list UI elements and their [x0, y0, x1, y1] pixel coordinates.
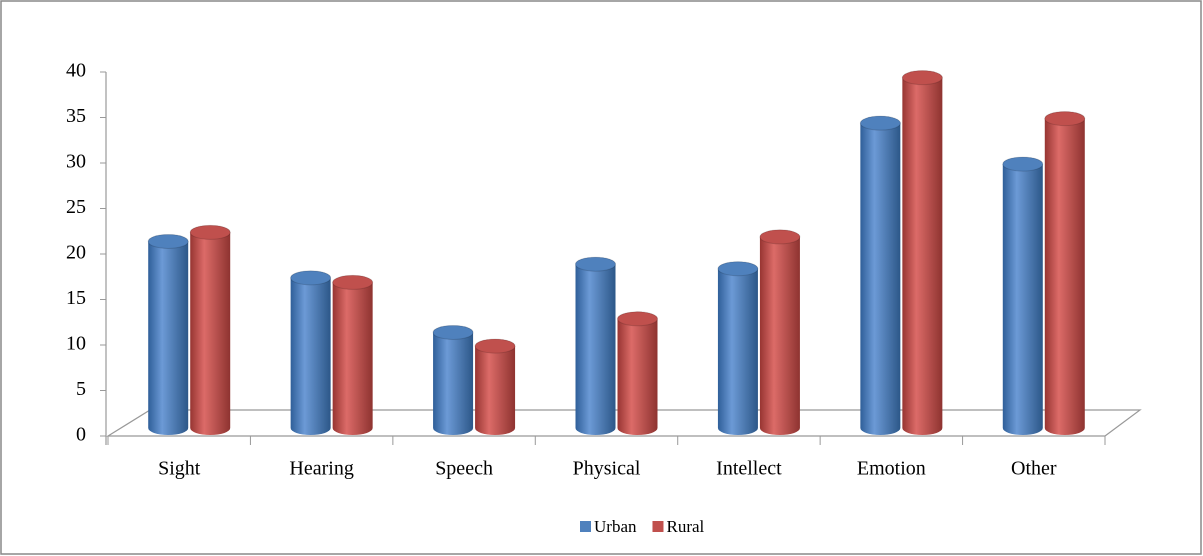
bar	[148, 234, 189, 436]
y-tick-label: 20	[66, 242, 86, 264]
x-tick-label: Intellect	[716, 458, 782, 480]
bar	[332, 275, 373, 436]
bar-top	[147, 233, 189, 249]
bar	[1044, 111, 1085, 436]
legend-label: Urban	[594, 517, 637, 536]
y-tick-label: 0	[76, 424, 86, 446]
bar	[475, 339, 516, 435]
legend-swatch	[652, 521, 664, 532]
bar	[759, 229, 800, 436]
x-tick-label: Speech	[435, 458, 493, 480]
y-tick-label: 5	[76, 378, 86, 400]
x-tick-label: Hearing	[289, 458, 353, 480]
y-tick-label: 10	[66, 333, 86, 355]
bar-top	[1044, 111, 1086, 127]
bar-top	[474, 338, 516, 354]
bar-top	[759, 229, 801, 245]
y-tick-label: 15	[66, 287, 86, 309]
bar	[617, 311, 658, 436]
legend-label: Rural	[666, 517, 704, 536]
y-tick-label: 40	[66, 60, 86, 82]
bar-top	[901, 70, 943, 86]
x-tick-label: Sight	[158, 458, 201, 480]
bar	[1002, 157, 1043, 436]
x-tick-label: Emotion	[857, 458, 926, 480]
bar-top	[575, 256, 616, 272]
bar-top	[432, 324, 474, 340]
bar-top	[332, 274, 374, 290]
legend-swatch	[580, 521, 591, 532]
bar	[290, 270, 331, 436]
y-tick-label: 25	[66, 196, 86, 218]
bar	[717, 261, 758, 436]
bar	[902, 70, 943, 436]
bar-top	[859, 115, 901, 131]
y-tick-label: 35	[66, 105, 86, 127]
bar	[190, 225, 231, 436]
bar-top	[290, 270, 332, 286]
bar	[860, 116, 901, 436]
bar-top	[189, 224, 231, 240]
bar-top	[717, 261, 759, 277]
bar	[433, 325, 474, 436]
bar-top	[1002, 156, 1044, 172]
y-tick-label: 30	[66, 151, 86, 173]
x-tick-label: Other	[1011, 458, 1057, 480]
bar	[575, 257, 616, 436]
bar-top	[617, 311, 658, 327]
x-tick-label: Physical	[573, 458, 641, 480]
